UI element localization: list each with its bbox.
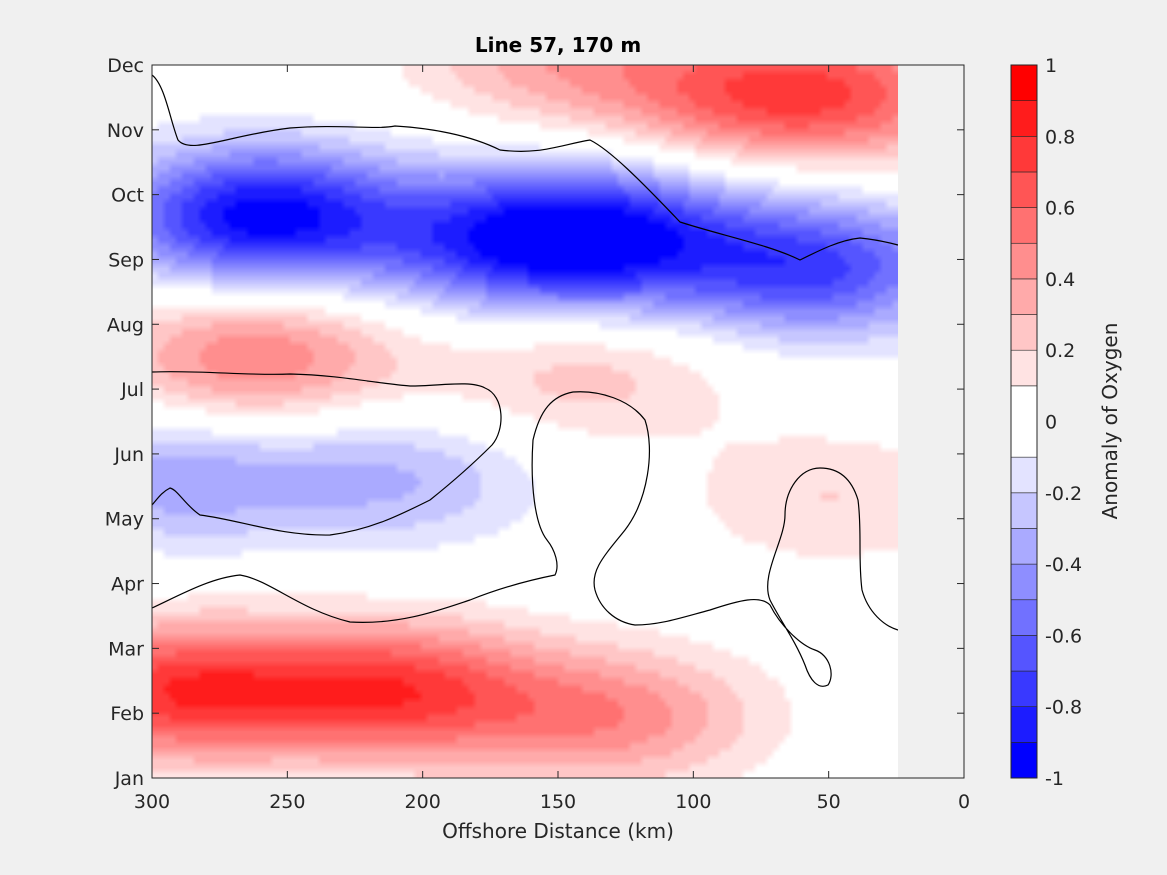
y-tick-label: May: [105, 509, 144, 531]
x-tick-label: 50: [817, 791, 841, 813]
colorbar-tick-label: 0.6: [1045, 198, 1075, 220]
colorbar-band: [1010, 207, 1038, 244]
y-tick-label: Jan: [114, 768, 144, 790]
colorbar-tick-label: 0.8: [1045, 126, 1075, 148]
colorbar-band: [1010, 706, 1038, 743]
x-tick-label: 100: [675, 791, 711, 813]
zero-contour-autumn: [152, 74, 898, 261]
zero-contour-spring: [152, 391, 898, 687]
x-tick-label: 200: [405, 791, 441, 813]
colorbar-tick-label: -1: [1045, 768, 1064, 790]
colorbar-band: [1010, 64, 1038, 101]
anomaly-heatmap: [152, 65, 898, 778]
colorbar-band: [1010, 136, 1038, 173]
colorbar-tick-label: 0.2: [1045, 340, 1075, 362]
colorbar-band: [1010, 742, 1038, 779]
y-tick-label: Sep: [108, 249, 144, 271]
colorbar-band: [1010, 670, 1038, 707]
chart-title: Line 57, 170 m: [475, 33, 641, 57]
y-tick-label: Nov: [107, 120, 144, 142]
colorbar-bands: [1010, 64, 1038, 779]
y-tick-label: Dec: [107, 55, 144, 77]
colorbar-band: [1010, 456, 1038, 494]
colorbar-band: [1010, 492, 1038, 529]
colorbar-band: [1010, 314, 1038, 351]
x-tick-label: 0: [958, 791, 970, 813]
colorbar-band: [1010, 171, 1038, 208]
colorbar-band: [1010, 278, 1038, 315]
colorbar-frame: [1010, 64, 1038, 779]
colorbar-tick-label: -0.6: [1045, 625, 1082, 647]
colorbar-band: [1010, 635, 1038, 672]
y-axis-ticks: Jan Feb Mar Apr May Jun Jul Aug Sep Oct Nov Dec: [105, 55, 964, 790]
y-tick-label: Jun: [113, 444, 144, 466]
x-tick-label: 150: [540, 791, 576, 813]
x-tick-label: 250: [269, 791, 305, 813]
plot-area: 300 250 200 150 100 50 0 Jan Feb Mar Apr May Jun Jul…: [105, 55, 970, 813]
zero-contours: [152, 74, 898, 687]
colorbar-tick-label: 0.4: [1045, 269, 1075, 291]
colorbar: 1 0.8 0.6 0.4 0.2 0 -0.2 -0.4 -0.6 -0.8 -1 Anomaly…: [1010, 55, 1122, 790]
colorbar-band: [1010, 100, 1038, 137]
colorbar-tick-label: 1: [1045, 55, 1057, 77]
y-tick-label: Aug: [107, 314, 144, 336]
colorbar-band: [1010, 349, 1038, 387]
colorbar-band: [1010, 563, 1038, 601]
colorbar-band: [1010, 385, 1038, 458]
colorbar-tick-label: 0: [1045, 412, 1057, 434]
colorbar-band: [1010, 599, 1038, 636]
y-tick-label: Mar: [108, 638, 144, 660]
colorbar-band: [1010, 242, 1038, 280]
x-axis-label: Offshore Distance (km): [442, 819, 674, 843]
colorbar-tick-label: -0.2: [1045, 483, 1082, 505]
colorbar-band: [1010, 528, 1038, 565]
y-tick-label: Apr: [111, 574, 144, 596]
y-tick-label: Feb: [110, 703, 144, 725]
colorbar-tick-label: -0.4: [1045, 554, 1082, 576]
x-tick-label: 300: [134, 791, 170, 813]
y-tick-label: Oct: [111, 185, 144, 207]
x-axis-ticks: 300 250 200 150 100 50 0: [134, 65, 970, 813]
colorbar-ticks: 1 0.8 0.6 0.4 0.2 0 -0.2 -0.4 -0.6 -0.8 -1: [1045, 55, 1082, 790]
colorbar-label: Anomaly of Oxygen: [1098, 323, 1122, 520]
colorbar-tick-label: -0.8: [1045, 697, 1082, 719]
zero-contour-summer: [152, 370, 502, 536]
y-tick-label: Jul: [120, 379, 144, 401]
